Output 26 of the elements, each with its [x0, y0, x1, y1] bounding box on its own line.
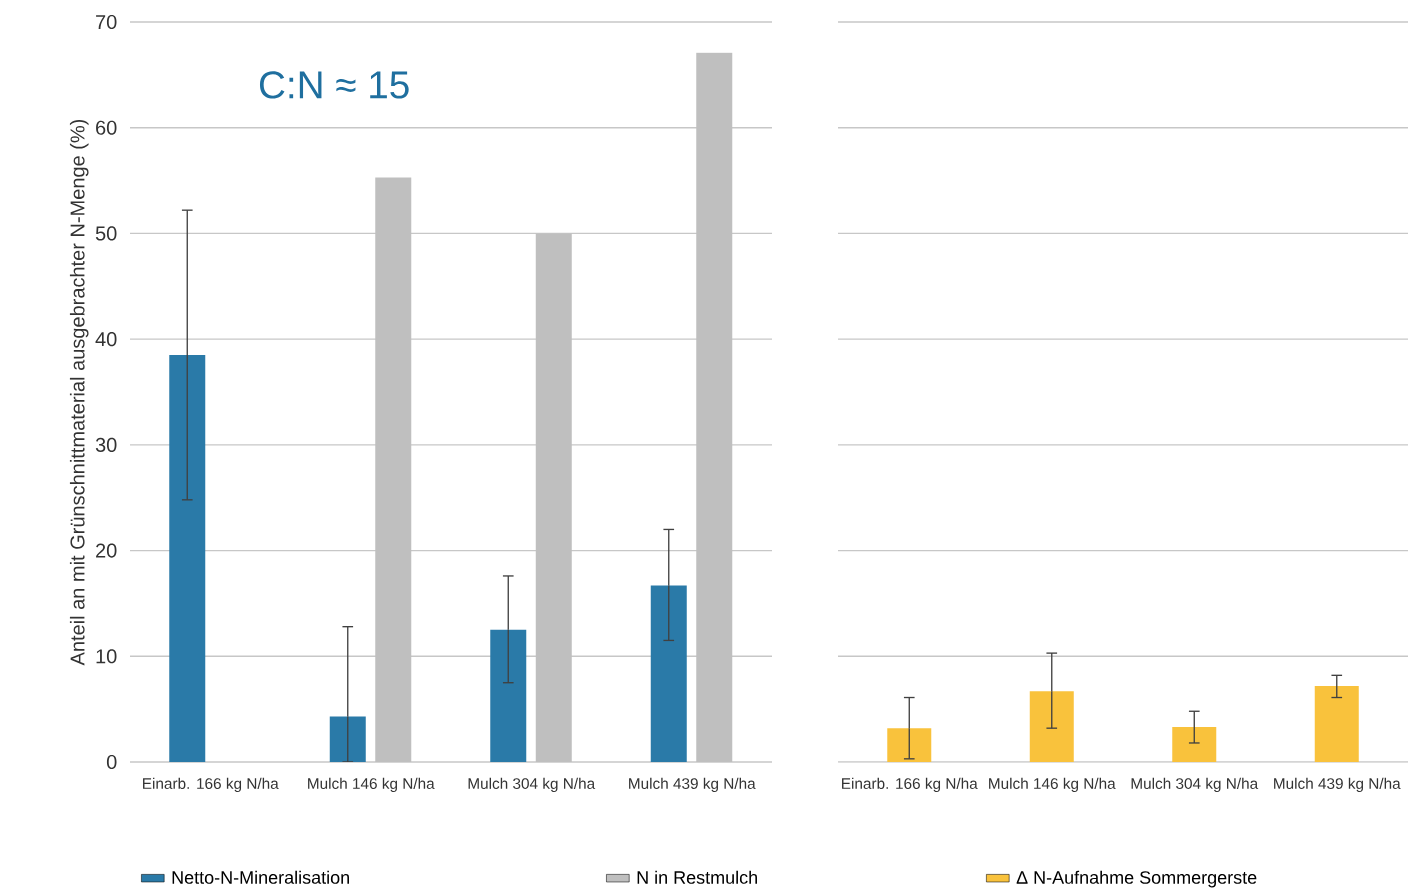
- y-tick-label: 60: [96, 120, 117, 135]
- x-tick-label: Einarb. 166 kg N/ha: [143, 777, 279, 793]
- legend-label: Netto-N-Mineralisation: [172, 870, 349, 884]
- legend-label: N in Restmulch: [637, 870, 757, 884]
- x-tick-label: Mulch 304 kg N/ha: [468, 777, 596, 793]
- x-tick-label: Mulch 304 kg N/ha: [1131, 777, 1259, 793]
- x-tick-label: Mulch 439 kg N/ha: [1274, 777, 1401, 793]
- x-tick-label: Einarb. 166 kg N/ha: [842, 777, 978, 793]
- y-tick-label: 0: [106, 754, 117, 770]
- annotation: C:N ≈ 15: [259, 71, 409, 99]
- x-tick-label: Mulch 146 kg N/ha: [308, 777, 435, 793]
- x-tick-label: Mulch 439 kg N/ha: [629, 777, 756, 793]
- y-tick-label: 40: [95, 332, 117, 347]
- bar: [1314, 685, 1359, 762]
- y-tick-label: 10: [96, 649, 117, 664]
- legend-label: Δ N-Aufnahme Sommergerste: [1016, 870, 1257, 888]
- bar: [169, 355, 206, 762]
- x-tick-label: Mulch 146 kg N/ha: [989, 777, 1116, 793]
- y-axis-title: Anteil an mit Grünschnittmaterial ausgebrachter N-Menge (%): [69, 119, 89, 666]
- y-tick-label: 70: [96, 14, 117, 30]
- bar: [650, 585, 687, 762]
- bar: [1172, 727, 1217, 762]
- y-tick-label: 30: [95, 437, 117, 452]
- bar: [490, 629, 527, 762]
- y-tick-label: 20: [96, 543, 117, 558]
- y-tick-label: 50: [95, 226, 117, 241]
